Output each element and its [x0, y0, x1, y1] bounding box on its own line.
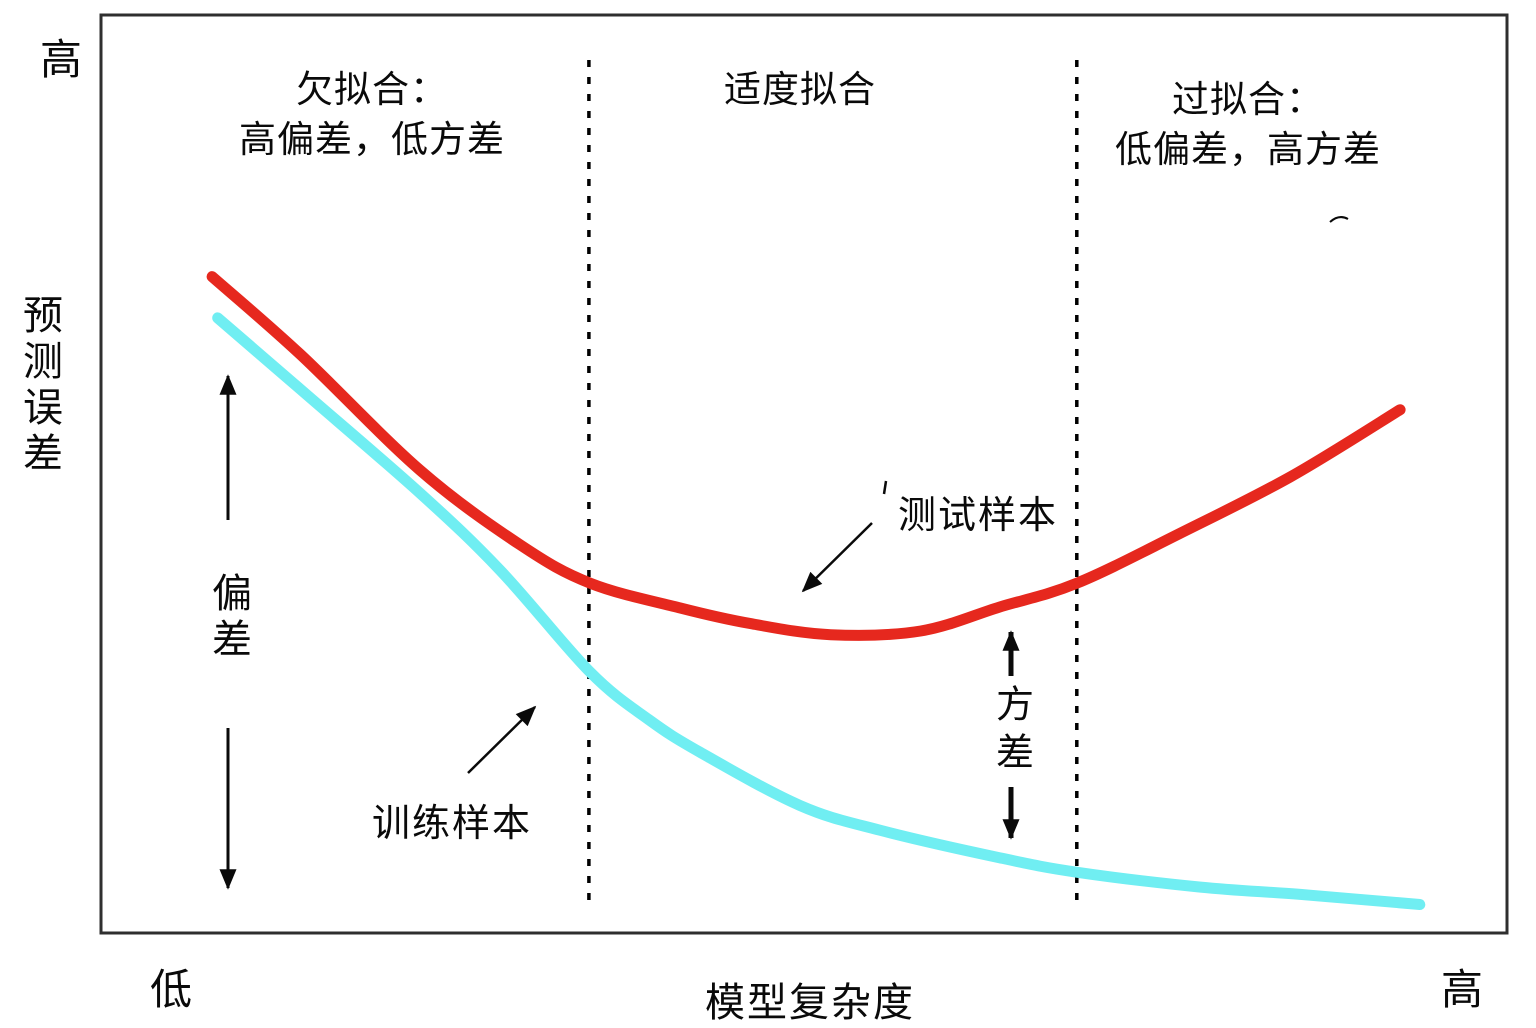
region-overfitting-line1: 过拟合： — [1172, 80, 1324, 121]
test-sample-arrow — [801, 522, 873, 593]
region-good-fit-line1: 适度拟合 — [724, 70, 876, 111]
bias-label: 偏差 — [206, 572, 251, 664]
x-axis-high-label: 高 — [1441, 968, 1484, 1014]
region-label-underfitting: 欠拟合： 高偏差，低方差 — [239, 66, 505, 166]
y-axis-high-label: 高 — [40, 38, 83, 84]
variance-label: 方差 — [989, 684, 1032, 780]
train-sample-arrow — [467, 705, 537, 774]
region-underfitting-line1: 欠拟合： — [296, 70, 448, 111]
train-error-curve — [212, 312, 1426, 910]
x-axis-title: 模型复杂度 — [705, 980, 915, 1025]
region-overfitting-line2: 低偏差，高方差 — [1115, 130, 1381, 171]
stray-dash-mark — [1329, 216, 1349, 223]
plot-border — [99, 13, 1509, 935]
stray-tick-mark — [882, 480, 888, 495]
region-label-good-fit: 适度拟合 — [724, 66, 876, 116]
train-sample-label: 训练样本 — [372, 803, 533, 845]
region-underfitting-line2: 高偏差，低方差 — [239, 120, 505, 161]
test-sample-label: 测试样本 — [898, 495, 1059, 537]
test-error-curve — [206, 271, 1406, 641]
x-axis-low-label: 低 — [150, 968, 193, 1014]
y-axis-title: 预测误差 — [17, 294, 62, 478]
region-label-overfitting: 过拟合： 低偏差，高方差 — [1115, 76, 1381, 176]
